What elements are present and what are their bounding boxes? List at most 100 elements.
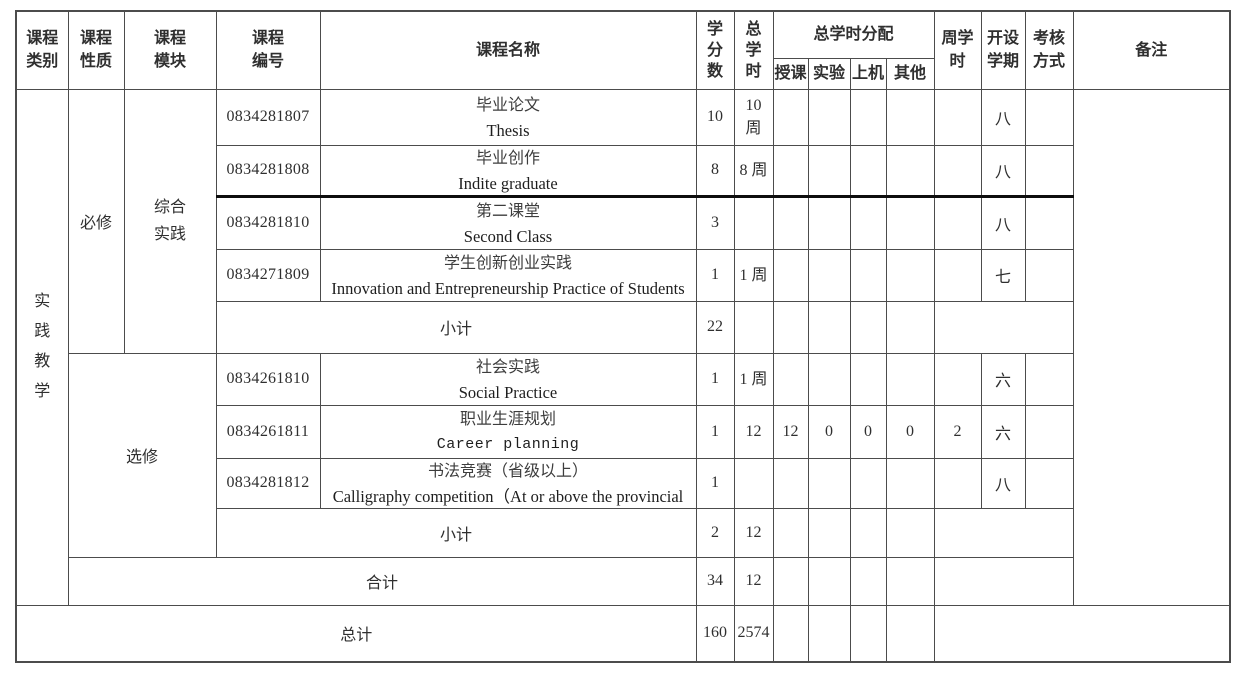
- total-hours-cell: 12: [733, 404, 774, 459]
- grand-total-label-cell: 总计: [15, 604, 697, 663]
- merged-empty-cell: [933, 556, 1074, 606]
- empty-cell: [885, 604, 935, 663]
- credits-cell: 10: [695, 88, 735, 146]
- course-name-cell: 第二课堂 Second Class: [319, 194, 697, 250]
- total-row: 合计 34 12: [16, 556, 1230, 606]
- empty-cell: [849, 604, 887, 663]
- course-name-en: Social Practice: [458, 382, 558, 402]
- header-course-code: 课程 编号: [215, 10, 321, 90]
- weekly-hours-cell: 2: [933, 404, 982, 459]
- total-hours-cell: [733, 194, 774, 250]
- header-weekly-hours: 周学 时: [933, 10, 982, 90]
- course-code-cell: 0834281810: [215, 194, 321, 250]
- course-name-en: Thesis: [486, 120, 530, 140]
- header-course-module: 课程 模块: [123, 10, 217, 90]
- course-name-cell: 毕业创作 Indite graduate: [319, 144, 697, 197]
- header-course-category: 课程 类别: [15, 10, 69, 90]
- course-name-cell: 职业生涯规划 Career planning: [319, 404, 697, 459]
- lab-hours-cell: [807, 248, 851, 302]
- subtotal-credits-cell: 2: [695, 507, 735, 558]
- header-hours-allocation: 总学时分配: [772, 10, 935, 59]
- course-name-cn: 职业生涯规划: [459, 411, 556, 428]
- other-hours-cell: [885, 194, 935, 250]
- grand-total-credits-cell: 160: [695, 604, 735, 663]
- semester-cell: 七: [980, 248, 1026, 302]
- nature-required-cell: 必修: [67, 88, 125, 354]
- header-course-nature: 课程 性质: [67, 10, 125, 90]
- weekly-hours-cell: [933, 352, 982, 406]
- course-name-en: Innovation and Entrepreneurship Practice…: [331, 278, 685, 298]
- semester-cell: 八: [980, 88, 1026, 146]
- computer-hours-cell: [849, 88, 887, 146]
- header-total-hours: 总 学 时: [733, 10, 774, 90]
- header-assessment: 考核 方式: [1024, 10, 1074, 90]
- subtotal-hours-cell: 12: [733, 507, 774, 558]
- course-name-cell: 学生创新创业实践 Innovation and Entrepreneurship…: [319, 248, 697, 302]
- lecture-hours-cell: [772, 194, 809, 250]
- curriculum-table: 课程 类别 课程 性质 课程 模块 课程 编号 课程名称 学 分 数 总 学 时…: [15, 10, 1231, 663]
- category-practical-teaching-cell: 实 践 教 学: [15, 88, 69, 606]
- lecture-hours-cell: [772, 248, 809, 302]
- empty-cell: [807, 556, 851, 606]
- table-row: 0834281810 第二课堂 Second Class 3 八: [16, 194, 1230, 250]
- empty-cell: [772, 507, 809, 558]
- lecture-hours-cell: [772, 352, 809, 406]
- total-hours-cell: 8 周: [733, 144, 774, 197]
- course-code-cell: 0834281808: [215, 144, 321, 197]
- computer-hours-cell: [849, 248, 887, 302]
- header-credits: 学 分 数: [695, 10, 735, 90]
- course-name-cn: 毕业创作: [475, 149, 540, 167]
- merged-empty-cell: [933, 300, 1074, 354]
- empty-cell: [807, 507, 851, 558]
- empty-cell: [807, 604, 851, 663]
- credits-cell: 8: [695, 144, 735, 197]
- course-name-cell: 毕业论文 Thesis: [319, 88, 697, 146]
- computer-hours-cell: [849, 457, 887, 509]
- total-hours-cell: 12: [733, 556, 774, 606]
- semester-cell: 八: [980, 194, 1026, 250]
- course-code-cell: 0834281807: [215, 88, 321, 146]
- computer-hours-cell: 0: [849, 404, 887, 459]
- credits-cell: 3: [695, 194, 735, 250]
- module-comprehensive-practice-cell: 综合 实践: [123, 88, 217, 354]
- header-computer: 上机: [849, 57, 887, 90]
- credits-cell: 1: [695, 248, 735, 302]
- lecture-hours-cell: 12: [772, 404, 809, 459]
- weekly-hours-cell: [933, 88, 982, 146]
- weekly-hours-cell: [933, 144, 982, 197]
- semester-cell: 六: [980, 404, 1026, 459]
- subtotal-hours-cell: [733, 300, 774, 354]
- total-hours-cell: 1 周: [733, 352, 774, 406]
- empty-cell: [772, 556, 809, 606]
- header-row-main: 课程 类别 课程 性质 课程 模块 课程 编号 课程名称 学 分 数 总 学 时…: [15, 10, 1231, 90]
- lab-hours-cell: [807, 144, 851, 197]
- nature-elective-cell: 选修: [67, 352, 217, 558]
- course-name-cell: 社会实践 Social Practice: [319, 352, 697, 406]
- course-name-en: Second Class: [463, 226, 553, 246]
- merged-empty-cell: [933, 604, 1231, 663]
- assessment-cell: [1024, 88, 1074, 146]
- other-hours-cell: [885, 144, 935, 197]
- assessment-cell: [1024, 248, 1074, 302]
- header-lab: 实验: [807, 57, 851, 90]
- course-code-cell: 0834261811: [215, 404, 321, 459]
- course-name-cn: 第二课堂: [475, 202, 540, 220]
- assessment-cell: [1024, 404, 1074, 459]
- course-name-en: Calligraphy competition（At or above the …: [332, 486, 684, 506]
- remark-cell: [1072, 88, 1231, 606]
- total-hours-cell: 10 周: [733, 88, 774, 146]
- header-lecture: 授课: [772, 57, 809, 90]
- course-code-cell: 0834271809: [215, 248, 321, 302]
- assessment-cell: [1024, 144, 1074, 197]
- computer-hours-cell: [849, 352, 887, 406]
- table-row: 选修 0834261810 社会实践 Social Practice 1 1 周…: [16, 352, 1230, 558]
- assessment-cell: [1024, 352, 1074, 406]
- course-name-cn: 毕业论文: [475, 96, 540, 114]
- assessment-cell: [1024, 457, 1074, 509]
- header-semester: 开设 学期: [980, 10, 1026, 90]
- credits-cell: 1: [695, 457, 735, 509]
- subtotal-required-row: 小计 22: [16, 300, 1230, 354]
- merged-empty-cell: [933, 507, 1074, 558]
- subtotal-label-cell: 小计: [215, 507, 697, 558]
- semester-cell: 六: [980, 352, 1026, 406]
